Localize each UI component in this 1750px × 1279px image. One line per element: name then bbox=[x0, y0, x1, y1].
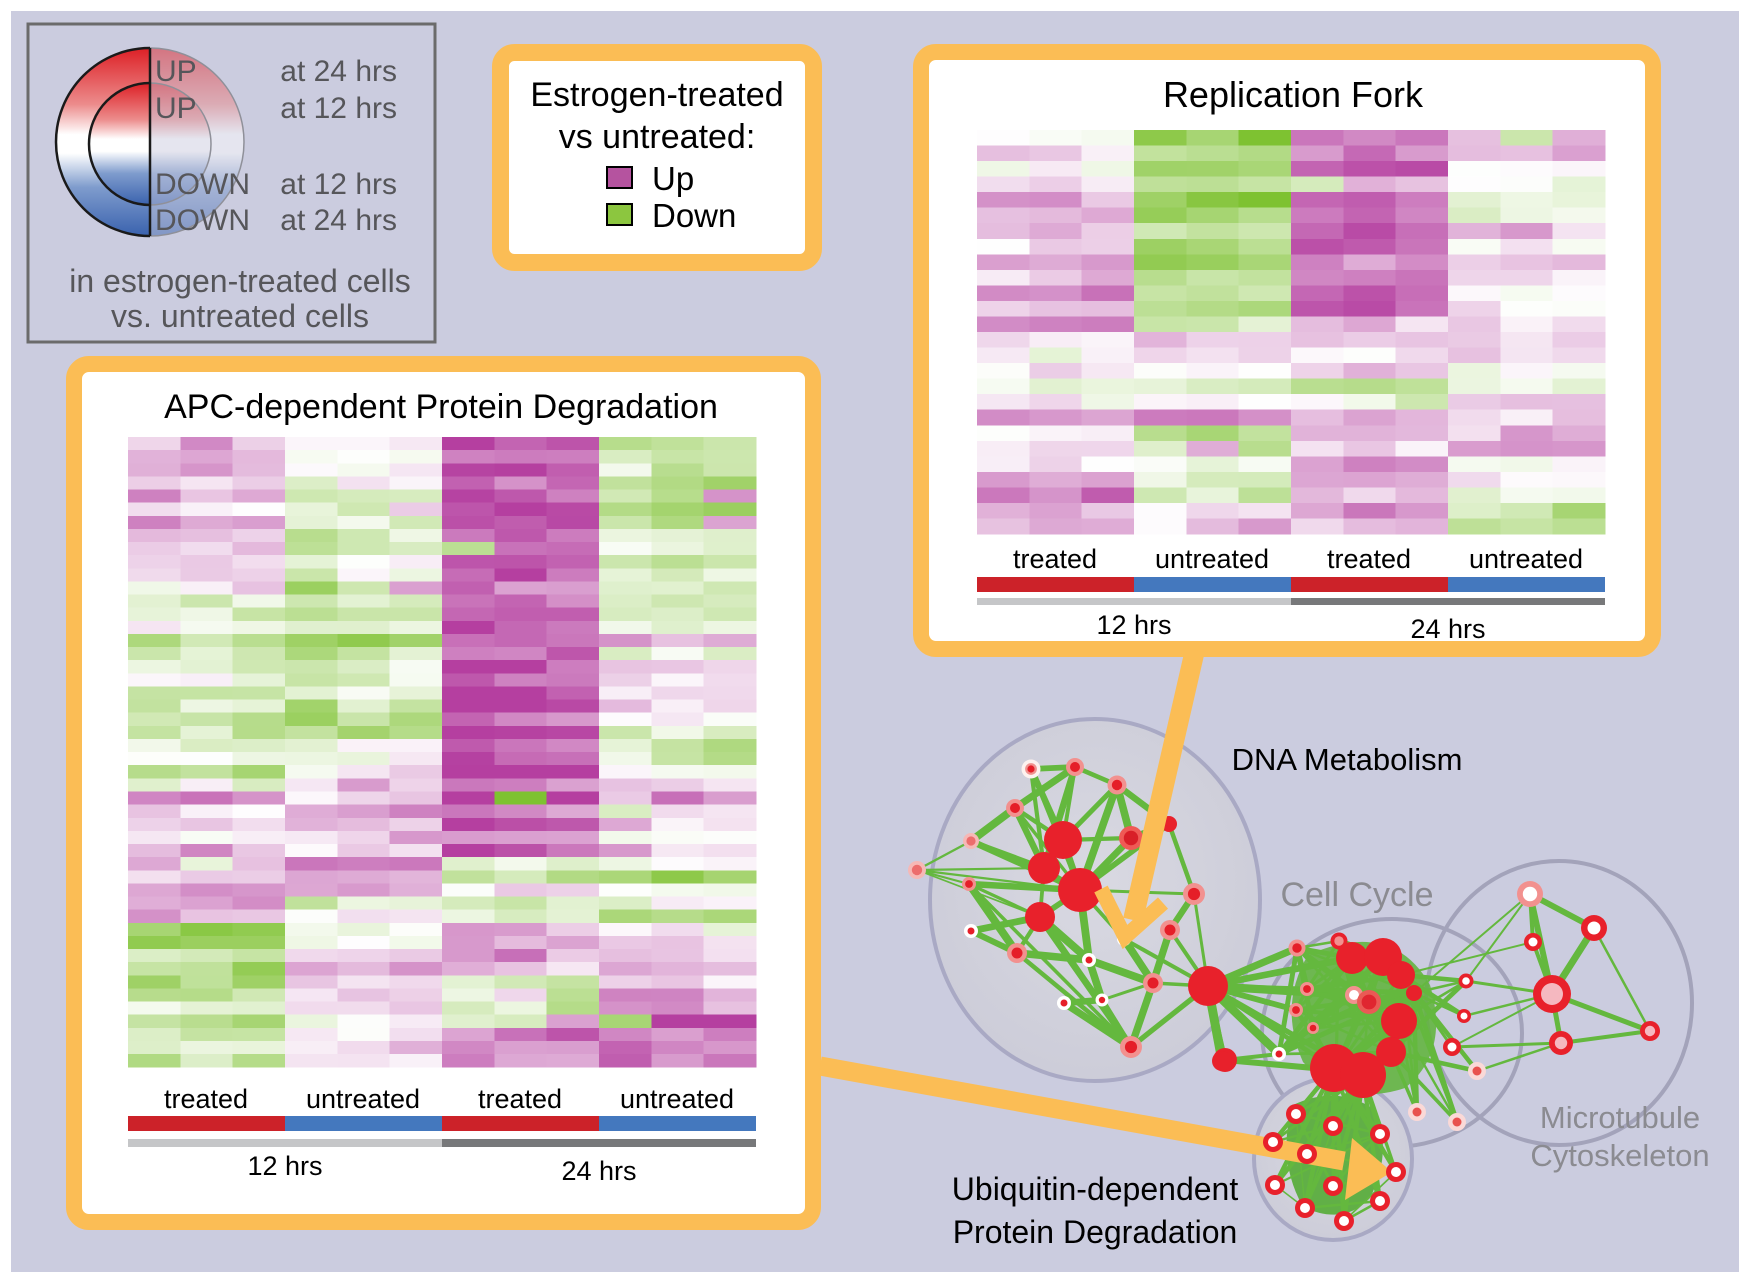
svg-text:treated: treated bbox=[1327, 544, 1411, 574]
svg-text:treated: treated bbox=[164, 1084, 248, 1114]
svg-text:UP: UP bbox=[155, 55, 197, 88]
svg-text:vs untreated:: vs untreated: bbox=[559, 118, 756, 156]
svg-text:Replication Fork: Replication Fork bbox=[1163, 74, 1424, 115]
svg-text:treated: treated bbox=[1013, 544, 1097, 574]
svg-text:at 12 hrs: at 12 hrs bbox=[280, 92, 397, 125]
svg-text:24 hrs: 24 hrs bbox=[1410, 614, 1485, 644]
svg-text:UP: UP bbox=[155, 92, 197, 125]
svg-text:24 hrs: 24 hrs bbox=[561, 1156, 636, 1186]
svg-text:Cytoskeleton: Cytoskeleton bbox=[1530, 1138, 1709, 1173]
svg-text:in estrogen-treated cells: in estrogen-treated cells bbox=[69, 263, 411, 299]
svg-text:untreated: untreated bbox=[1469, 544, 1583, 574]
svg-text:untreated: untreated bbox=[1155, 544, 1269, 574]
svg-text:DNA Metabolism: DNA Metabolism bbox=[1232, 742, 1463, 777]
svg-text:Up: Up bbox=[652, 160, 694, 197]
svg-text:Estrogen-treated: Estrogen-treated bbox=[530, 76, 783, 114]
svg-text:Ubiquitin-dependent: Ubiquitin-dependent bbox=[952, 1171, 1239, 1207]
svg-text:Microtubule: Microtubule bbox=[1540, 1100, 1700, 1135]
svg-text:Protein Degradation: Protein Degradation bbox=[953, 1214, 1238, 1250]
svg-text:Down: Down bbox=[652, 197, 736, 234]
svg-text:DOWN: DOWN bbox=[155, 168, 250, 201]
svg-text:DOWN: DOWN bbox=[155, 204, 250, 237]
svg-text:12 hrs: 12 hrs bbox=[1096, 610, 1171, 640]
svg-text:at 24 hrs: at 24 hrs bbox=[280, 55, 397, 88]
svg-text:treated: treated bbox=[478, 1084, 562, 1114]
svg-text:Cell Cycle: Cell Cycle bbox=[1280, 876, 1433, 914]
svg-text:APC-dependent Protein Degradat: APC-dependent Protein Degradation bbox=[164, 388, 718, 426]
svg-text:at 24 hrs: at 24 hrs bbox=[280, 204, 397, 237]
svg-text:at 12 hrs: at 12 hrs bbox=[280, 168, 397, 201]
svg-text:12 hrs: 12 hrs bbox=[247, 1151, 322, 1181]
svg-text:untreated: untreated bbox=[620, 1084, 734, 1114]
svg-text:vs. untreated cells: vs. untreated cells bbox=[111, 298, 369, 334]
svg-text:untreated: untreated bbox=[306, 1084, 420, 1114]
